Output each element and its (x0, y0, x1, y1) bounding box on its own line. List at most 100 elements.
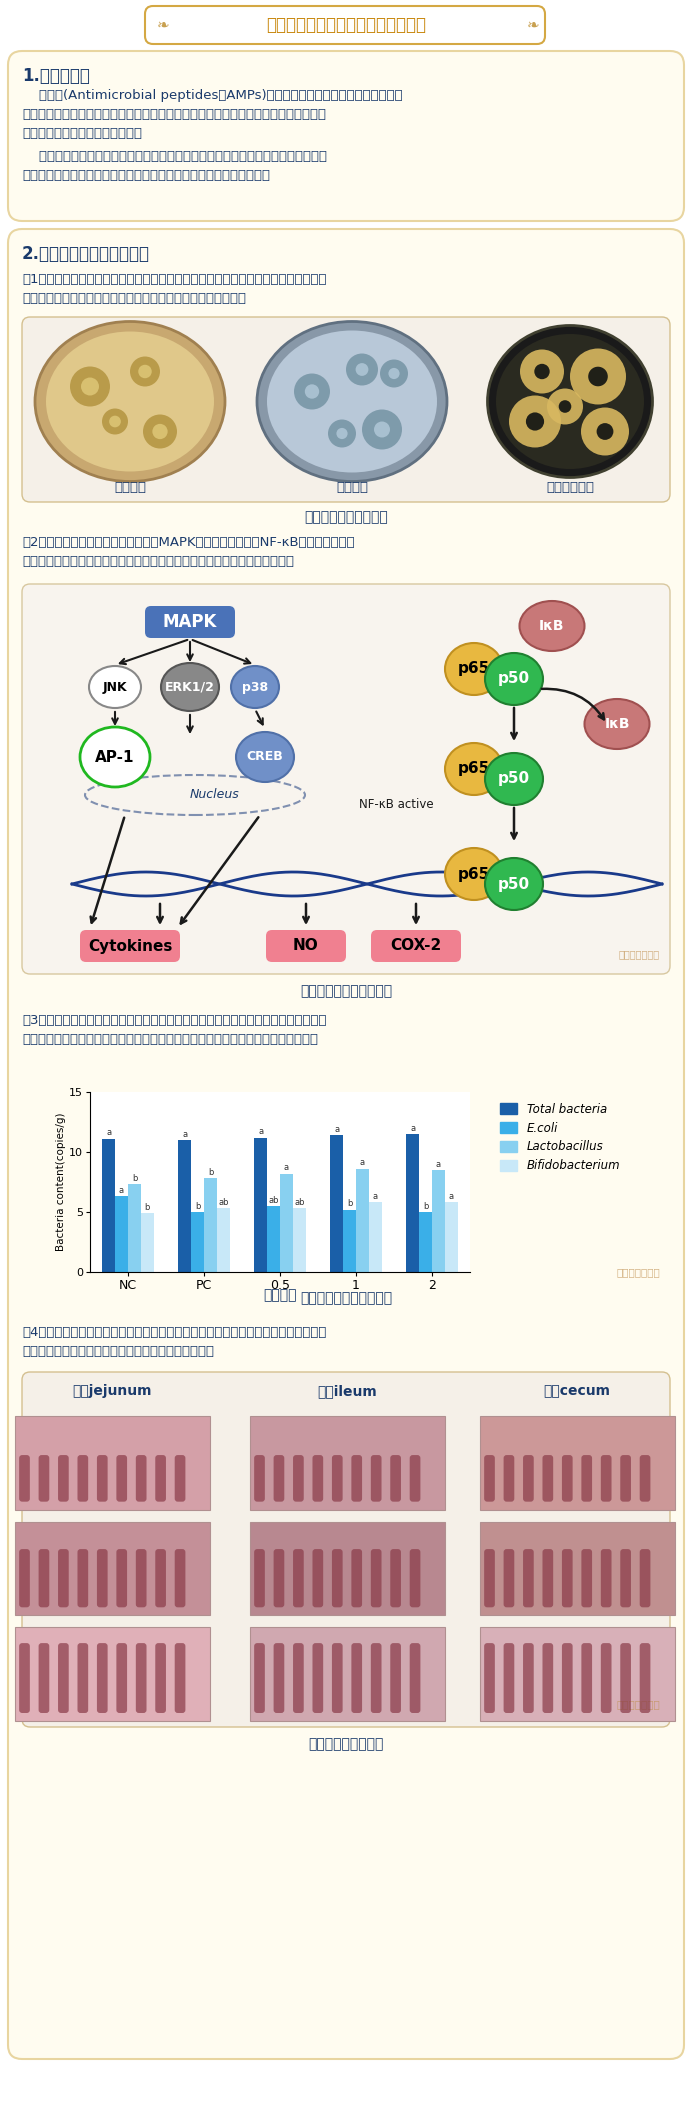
FancyBboxPatch shape (15, 1415, 210, 1510)
Text: p38: p38 (242, 681, 268, 694)
Text: 善肠道结构形态，提高肠道对营养物质的消化吸收率。: 善肠道结构形态，提高肠道对营养物质的消化吸收率。 (22, 1346, 214, 1358)
Bar (343, 1211, 356, 1272)
FancyBboxPatch shape (581, 1455, 592, 1502)
FancyBboxPatch shape (390, 1550, 401, 1607)
Circle shape (597, 424, 613, 441)
FancyBboxPatch shape (562, 1643, 572, 1713)
Circle shape (102, 409, 128, 434)
Text: 产气荚膜梭菌: 产气荚膜梭菌 (546, 481, 594, 494)
Text: （1）通过膜穿孔作用机制高效抑菌杀菌，降低腹泻发生率，减少内毒素蓄积，改善由: （1）通过膜穿孔作用机制高效抑菌杀菌，降低腹泻发生率，减少内毒素蓄积，改善由 (22, 272, 327, 287)
FancyBboxPatch shape (581, 1550, 592, 1607)
Text: b: b (195, 1202, 200, 1211)
Ellipse shape (267, 331, 437, 472)
Y-axis label: Bacteria content(copies/g): Bacteria content(copies/g) (56, 1114, 66, 1251)
Circle shape (130, 356, 160, 386)
Ellipse shape (231, 666, 279, 709)
FancyBboxPatch shape (581, 1643, 592, 1713)
Text: b: b (131, 1175, 137, 1183)
Text: Y-150
group: Y-150 group (36, 1554, 72, 1582)
FancyBboxPatch shape (620, 1550, 631, 1607)
FancyBboxPatch shape (620, 1643, 631, 1713)
Circle shape (81, 378, 99, 396)
FancyBboxPatch shape (601, 1643, 612, 1713)
Text: a: a (284, 1164, 289, 1173)
Text: 抗菌肽(Antimicrobial peptides，AMPs)，别名宿主防御肽，是具有直接抗菌和: 抗菌肽(Antimicrobial peptides，AMPs)，别名宿主防御肽… (22, 89, 403, 101)
Ellipse shape (445, 643, 503, 696)
FancyBboxPatch shape (22, 1373, 670, 1727)
Text: 抗菌肽在饲料中的降本增效应用方案: 抗菌肽在饲料中的降本增效应用方案 (266, 17, 426, 34)
FancyBboxPatch shape (58, 1643, 69, 1713)
Text: 中农颖泰生物肽: 中农颖泰生物肽 (619, 949, 660, 960)
FancyBboxPatch shape (480, 1628, 675, 1721)
FancyBboxPatch shape (371, 1455, 381, 1502)
FancyBboxPatch shape (410, 1455, 421, 1502)
Text: a: a (106, 1128, 111, 1137)
FancyBboxPatch shape (523, 1455, 534, 1502)
Ellipse shape (89, 666, 141, 709)
Text: b: b (423, 1202, 428, 1211)
Bar (445, 1202, 458, 1272)
Bar (267, 1206, 280, 1272)
FancyBboxPatch shape (145, 605, 235, 639)
FancyBboxPatch shape (504, 1643, 514, 1713)
FancyBboxPatch shape (523, 1550, 534, 1607)
Circle shape (346, 354, 378, 386)
Text: a: a (182, 1130, 187, 1139)
FancyBboxPatch shape (352, 1550, 362, 1607)
FancyBboxPatch shape (620, 1455, 631, 1502)
FancyBboxPatch shape (8, 230, 684, 2058)
Text: AP-1: AP-1 (95, 749, 135, 763)
FancyBboxPatch shape (254, 1455, 265, 1502)
FancyBboxPatch shape (97, 1455, 108, 1502)
Text: 炎症因子的产生，增强抗应激能力，提高抗病力，减少炎症造成的营养损耗。: 炎症因子的产生，增强抗应激能力，提高抗病力，减少炎症造成的营养损耗。 (22, 555, 294, 567)
FancyBboxPatch shape (80, 930, 180, 962)
FancyBboxPatch shape (504, 1550, 514, 1607)
FancyBboxPatch shape (332, 1550, 343, 1607)
FancyBboxPatch shape (250, 1415, 444, 1510)
Circle shape (362, 409, 402, 449)
Bar (102, 1139, 115, 1272)
FancyBboxPatch shape (639, 1455, 650, 1502)
Ellipse shape (35, 321, 225, 481)
Text: MAPK: MAPK (163, 614, 217, 631)
Circle shape (152, 424, 167, 439)
FancyBboxPatch shape (155, 1455, 166, 1502)
FancyBboxPatch shape (332, 1643, 343, 1713)
Ellipse shape (161, 662, 219, 711)
Text: Nucleus: Nucleus (190, 789, 240, 801)
Bar (419, 1213, 432, 1272)
Ellipse shape (257, 321, 447, 481)
FancyBboxPatch shape (266, 930, 346, 962)
Text: ❧: ❧ (527, 17, 539, 32)
Circle shape (558, 401, 572, 413)
FancyBboxPatch shape (273, 1550, 284, 1607)
Text: 中农颖泰生物肽: 中农颖泰生物肽 (617, 1268, 660, 1278)
Text: a: a (258, 1126, 263, 1137)
FancyBboxPatch shape (174, 1643, 185, 1713)
Circle shape (526, 413, 544, 430)
Text: COX-2: COX-2 (390, 939, 441, 953)
FancyBboxPatch shape (254, 1550, 265, 1607)
FancyBboxPatch shape (410, 1550, 421, 1607)
FancyBboxPatch shape (313, 1455, 323, 1502)
Text: 病原菌造成亚临床感染症状而引起的营养物质流失，生长缓慢。: 病原菌造成亚临床感染症状而引起的营养物质流失，生长缓慢。 (22, 291, 246, 306)
Text: ab: ab (268, 1196, 279, 1204)
Circle shape (534, 363, 549, 380)
FancyBboxPatch shape (543, 1455, 553, 1502)
FancyBboxPatch shape (136, 1550, 147, 1607)
FancyBboxPatch shape (250, 1628, 444, 1721)
FancyBboxPatch shape (136, 1643, 147, 1713)
Text: 菌群调节作用的固有免疫效应分子，被证明具有抗革兰氏阳性菌和革兰氏阴性菌，以及: 菌群调节作用的固有免疫效应分子，被证明具有抗革兰氏阳性菌和革兰氏阴性菌，以及 (22, 108, 326, 120)
FancyBboxPatch shape (543, 1643, 553, 1713)
Text: b: b (347, 1200, 352, 1208)
Circle shape (520, 350, 564, 394)
Legend: Total bacteria, E.coli, Lactobacillus, Bifidobacterium: Total bacteria, E.coli, Lactobacillus, B… (495, 1099, 625, 1177)
Ellipse shape (496, 333, 644, 468)
Ellipse shape (46, 331, 214, 472)
FancyBboxPatch shape (332, 1455, 343, 1502)
Circle shape (388, 367, 399, 380)
Text: NO: NO (293, 939, 319, 953)
Text: 结构，降低营养损耗，提高吸收效率，降低饲料成本，提高生产效益。: 结构，降低营养损耗，提高吸收效率，降低饲料成本，提高生产效益。 (22, 169, 270, 181)
FancyBboxPatch shape (250, 1523, 444, 1615)
Text: JNK: JNK (102, 681, 127, 694)
